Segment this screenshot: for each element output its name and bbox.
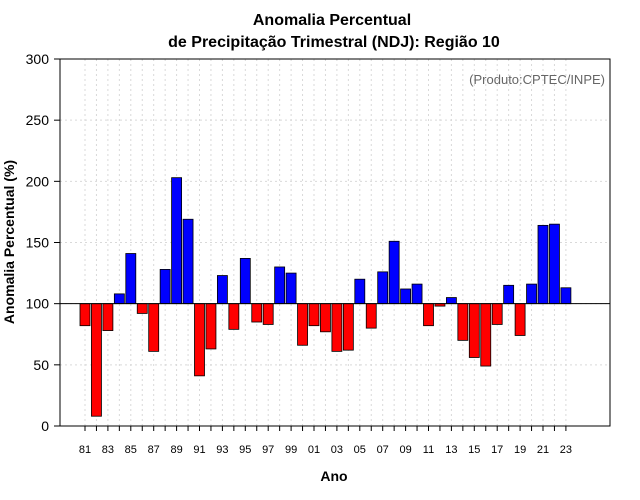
x-tick-label: 01 xyxy=(308,444,320,456)
x-tick-label: 23 xyxy=(560,444,572,456)
bar-86 xyxy=(136,303,148,314)
x-tick-label: 11 xyxy=(423,444,434,456)
bar-05 xyxy=(354,278,366,305)
bar-02 xyxy=(320,303,331,333)
bar-04 xyxy=(342,303,354,351)
x-tick-label: 85 xyxy=(125,444,137,456)
y-tick-label: 200 xyxy=(26,173,50,189)
x-tick-label: 03 xyxy=(331,444,343,456)
bar-22 xyxy=(549,223,560,305)
x-tick-label: 83 xyxy=(102,444,114,456)
x-tick-label: 15 xyxy=(468,444,480,456)
x-tick-label: 07 xyxy=(377,444,389,456)
bar-96 xyxy=(251,303,263,323)
x-tick-label: 95 xyxy=(239,444,251,456)
x-tick-label: 99 xyxy=(285,444,297,456)
y-axis: 0 50 100 150 200 250 300 xyxy=(26,51,60,434)
x-axis: 81 83 85 87 89 91 93 95 97 99 01 03 05 07 09 11 13 15 17 19… xyxy=(79,426,572,456)
bar-93 xyxy=(216,275,228,305)
bar-08 xyxy=(388,240,400,305)
x-tick-label: 05 xyxy=(354,444,366,456)
bar-11 xyxy=(423,303,434,327)
bar-84 xyxy=(113,293,125,305)
bar-91 xyxy=(194,303,205,377)
bar-06 xyxy=(365,303,377,329)
y-tick-label: 300 xyxy=(26,51,50,67)
bar-10 xyxy=(411,283,423,305)
x-tick-label: 17 xyxy=(491,444,503,456)
x-tick-label: 13 xyxy=(445,444,457,456)
bar-00 xyxy=(297,303,308,346)
chart-title-line-2: de Precipitação Trimestral (NDJ): Região… xyxy=(168,34,500,51)
grid-lines xyxy=(60,58,610,427)
bar-21 xyxy=(537,224,549,305)
bar-95 xyxy=(239,258,251,305)
bar-15 xyxy=(468,303,480,358)
bar-23 xyxy=(560,287,572,305)
x-axis-label: Ano xyxy=(320,468,347,484)
y-tick-label: 150 xyxy=(26,235,50,251)
y-tick-label: 250 xyxy=(26,112,50,128)
bar-19 xyxy=(514,303,526,336)
x-tick-label: 19 xyxy=(514,444,526,456)
bar-99 xyxy=(285,272,297,305)
bar-90 xyxy=(182,218,194,305)
bar-18 xyxy=(503,284,515,305)
x-tick-label: 21 xyxy=(537,444,549,456)
bar-81 xyxy=(79,303,91,327)
bar-82 xyxy=(91,303,102,417)
x-tick-label: 97 xyxy=(262,444,274,456)
credit-label: (Produto:CPTEC/INPE) xyxy=(469,72,605,87)
bar-14 xyxy=(457,303,469,341)
y-axis-label: Anomalia Percentual (%) xyxy=(1,160,17,324)
y-tick-label: 50 xyxy=(33,357,49,373)
y-tick-label: 100 xyxy=(26,296,50,312)
bar-13 xyxy=(445,297,457,305)
bar-09 xyxy=(400,288,412,305)
bar-03 xyxy=(331,303,343,352)
x-tick-label: 91 xyxy=(193,444,205,456)
bar-98 xyxy=(274,266,286,305)
x-tick-label: 81 xyxy=(79,444,91,456)
bar-20 xyxy=(526,283,537,305)
bar-07 xyxy=(377,271,389,305)
x-tick-label: 93 xyxy=(216,444,228,456)
x-tick-label: 89 xyxy=(170,444,182,456)
chart-title-line-1: Anomalia Percentual xyxy=(253,12,411,29)
bar-97 xyxy=(262,303,274,325)
y-tick-label: 0 xyxy=(41,418,49,434)
bar-94 xyxy=(228,303,240,330)
bar-89 xyxy=(171,177,183,305)
bar-85 xyxy=(125,253,137,305)
bar-01 xyxy=(308,303,320,327)
bar-87 xyxy=(148,303,160,352)
bar-92 xyxy=(205,303,217,350)
x-tick-label: 09 xyxy=(399,444,411,456)
bar-88 xyxy=(159,269,171,305)
x-tick-label: 87 xyxy=(148,444,160,456)
bar-16 xyxy=(480,303,492,367)
bar-17 xyxy=(491,303,503,325)
bar-83 xyxy=(102,303,114,331)
